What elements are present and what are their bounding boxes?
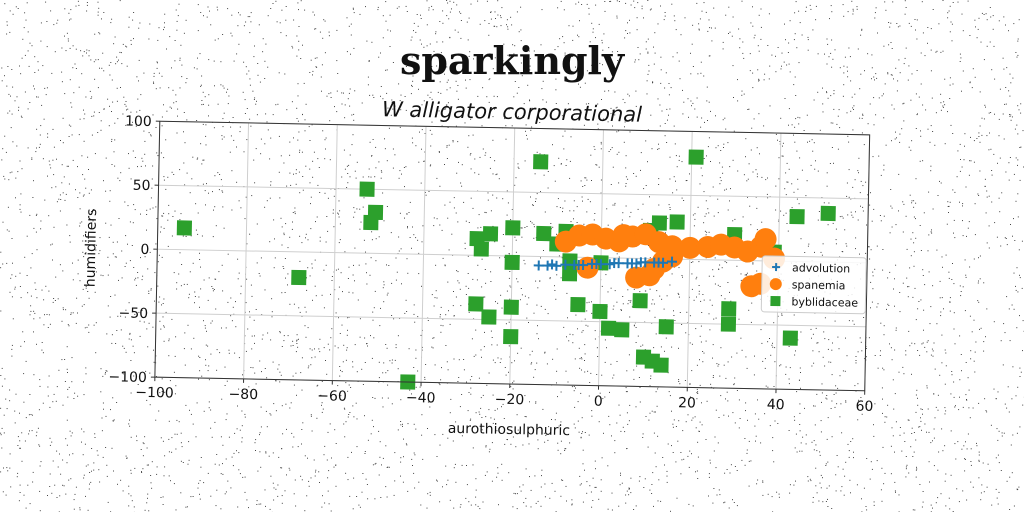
y-tick-label: 50 <box>133 178 151 194</box>
data-point-byblidaceae <box>291 269 307 286</box>
legend-label-spanemia: spanemia <box>792 278 846 292</box>
x-axis-label: aurothiosulphuric <box>448 421 571 439</box>
data-point-spanemia <box>661 235 684 258</box>
x-tick-label: 20 <box>678 395 696 411</box>
data-point-byblidaceae <box>658 319 674 335</box>
y-tick-label: −50 <box>118 305 148 322</box>
legend: advolution spanemia byblidaceae <box>760 255 867 315</box>
legend-marker-spanemia <box>769 278 782 291</box>
data-point-byblidaceae <box>533 154 549 170</box>
data-point-spanemia <box>625 266 648 289</box>
data-point-byblidaceae <box>820 205 836 222</box>
data-point-advolution <box>547 259 558 270</box>
data-point-advolution <box>542 260 553 271</box>
data-point-byblidaceae <box>176 220 193 236</box>
legend-label-byblidaceae: byblidaceae <box>791 295 858 309</box>
data-point-advolution <box>609 258 620 269</box>
data-point-byblidaceae <box>503 328 519 345</box>
data-point-advolution <box>533 260 544 271</box>
data-point-byblidaceae <box>561 266 578 282</box>
data-point-byblidaceae <box>721 301 737 317</box>
legend-marker-advolution <box>772 263 781 272</box>
data-point-spanemia <box>754 228 777 251</box>
x-tick-label: −40 <box>406 390 436 407</box>
x-tick-label: −60 <box>317 388 347 405</box>
y-axis-label: humidifiers <box>83 209 101 288</box>
data-point-byblidaceae <box>669 214 685 230</box>
y-grid-line <box>158 184 869 200</box>
data-point-advolution <box>573 259 584 270</box>
x-tick-label: 0 <box>594 394 603 410</box>
legend-label-advolution: advolution <box>792 261 850 275</box>
data-point-byblidaceae <box>473 241 489 257</box>
chart-title: sparkingly <box>399 38 625 83</box>
data-point-byblidaceae <box>468 296 484 312</box>
data-point-byblidaceae <box>592 303 608 320</box>
data-point-byblidaceae <box>614 322 630 338</box>
legend-marker-byblidaceae <box>770 295 781 307</box>
y-tick-label: −100 <box>108 369 147 386</box>
x-tick-label: −20 <box>495 392 525 409</box>
data-point-byblidaceae <box>503 299 519 315</box>
x-tick-label: −100 <box>135 385 174 402</box>
y-tick-label: 100 <box>125 114 152 131</box>
data-point-byblidaceae <box>363 214 379 231</box>
x-tick-label: 60 <box>855 399 873 415</box>
axis-ticks: −100 −80 −60 −40 −20 0 20 40 60 −100 −50 0 50 100 <box>108 114 873 415</box>
data-point-byblidaceae <box>653 357 669 373</box>
data-point-spanemia <box>678 236 701 259</box>
data-point-spanemia <box>612 224 635 247</box>
data-point-advolution <box>591 259 602 270</box>
y-grid-line <box>156 312 866 328</box>
y-tick-label: 0 <box>140 242 149 258</box>
data-point-advolution <box>635 257 646 268</box>
x-tick-label: −80 <box>228 387 258 404</box>
data-point-advolution <box>604 259 615 270</box>
data-point-advolution <box>653 257 664 268</box>
data-point-byblidaceae <box>688 149 704 165</box>
data-point-byblidaceae <box>482 226 499 242</box>
data-point-advolution <box>551 260 562 271</box>
data-point-byblidaceae <box>600 320 617 336</box>
data-point-byblidaceae <box>504 254 520 271</box>
data-point-advolution <box>666 256 677 267</box>
data-marks <box>176 149 836 390</box>
legend-box <box>760 255 867 315</box>
x-tick-label: 40 <box>767 397 785 413</box>
data-point-byblidaceae <box>481 309 497 325</box>
data-point-byblidaceae <box>720 316 737 332</box>
data-point-byblidaceae <box>789 209 805 225</box>
data-point-byblidaceae <box>632 293 648 309</box>
data-point-advolution <box>626 258 637 269</box>
data-point-byblidaceae <box>359 181 375 197</box>
data-point-advolution <box>560 259 571 270</box>
data-point-byblidaceae <box>505 220 521 236</box>
data-point-byblidaceae <box>570 296 586 313</box>
data-point-byblidaceae <box>782 330 798 346</box>
data-point-byblidaceae <box>651 215 668 231</box>
data-point-byblidaceae <box>536 225 552 242</box>
